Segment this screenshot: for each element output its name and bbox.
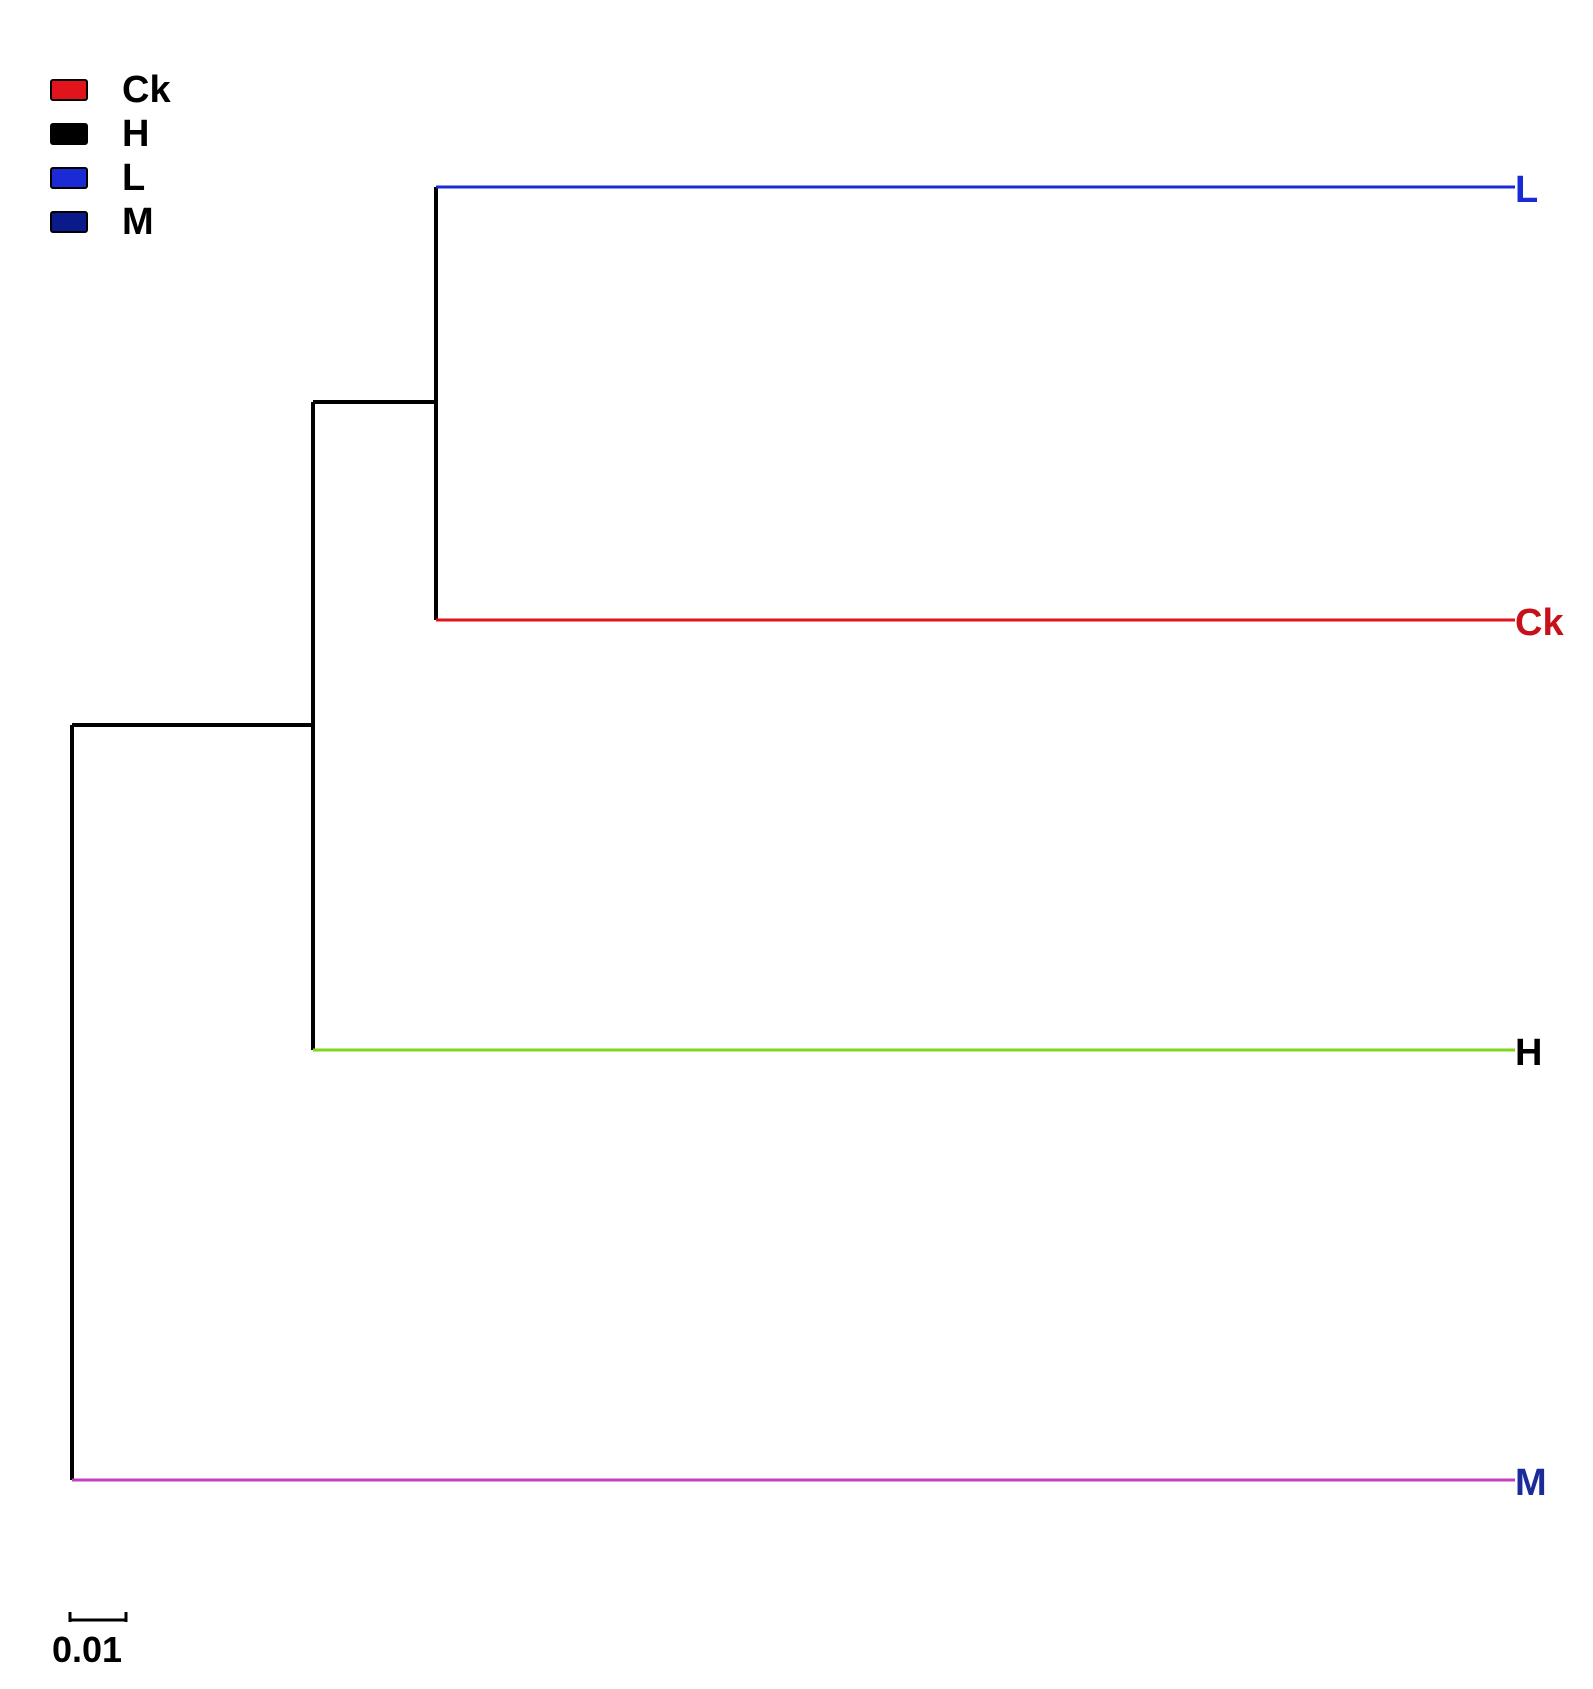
legend-item-ck: Ck [50,68,171,112]
legend-item-h: H [50,112,171,156]
legend-swatch-l [50,167,88,189]
legend-swatch-m [50,211,88,233]
legend-swatch-h [50,123,88,145]
legend-label-ck: Ck [122,68,171,111]
leaf-label-m: M [1515,1462,1547,1504]
leaf-label-ck: Ck [1515,602,1564,644]
legend-item-m: M [50,200,171,244]
scale-bar-label: 0.01 [52,1629,122,1670]
legend-item-l: L [50,156,171,200]
leaf-label-l: L [1515,169,1538,211]
legend: Ck H L M [50,68,171,244]
legend-label-h: H [122,112,150,155]
legend-swatch-ck [50,79,88,101]
leaf-label-h: H [1515,1032,1542,1074]
scale-bar: 0.01 [52,1612,128,1670]
legend-label-l: L [122,156,146,199]
legend-label-m: M [122,200,154,243]
